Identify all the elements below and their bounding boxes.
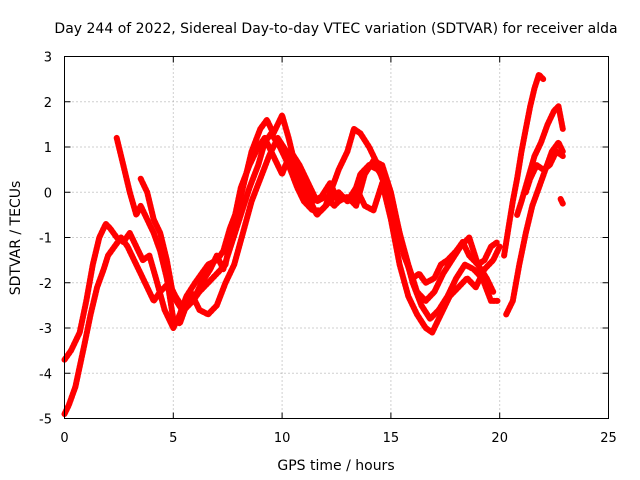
y-tick-label: -2 (39, 277, 52, 292)
x-tick-label: 0 (60, 431, 68, 446)
y-tick-label: -4 (39, 367, 52, 382)
series-layer (61, 71, 566, 417)
x-tick-labels: 0 5 10 15 20 25 (60, 431, 616, 446)
series-track-9 (557, 196, 566, 207)
x-tick-label: 5 (169, 431, 177, 446)
y-tick-labels: -5 -4 -3 -2 -1 0 1 2 3 (39, 51, 52, 428)
x-tick-label: 10 (274, 431, 291, 446)
y-tick-label: -3 (39, 322, 52, 337)
y-tick-label: -1 (39, 232, 52, 247)
x-tick-label: 20 (491, 431, 508, 446)
chart-title: Day 244 of 2022, Sidereal Day-to-day VTE… (54, 21, 617, 37)
x-tick-label: 25 (600, 431, 617, 446)
y-tick-label: -5 (39, 413, 52, 428)
y-tick-label: 0 (44, 186, 52, 201)
x-axis-label: GPS time / hours (277, 458, 394, 474)
series-track-2 (61, 134, 501, 417)
y-tick-label: 2 (44, 96, 52, 111)
grid (64, 56, 609, 419)
x-tick-label: 15 (383, 431, 400, 446)
series-track-4 (137, 134, 497, 318)
ticks (64, 56, 609, 419)
series-track-5 (501, 71, 547, 259)
y-axis-label: SDTVAR / TECUs (8, 181, 24, 296)
y-tick-label: 1 (44, 141, 52, 156)
series-track-1 (61, 112, 501, 363)
series-track-6 (503, 139, 566, 318)
series-track-8 (522, 148, 566, 196)
y-tick-label: 3 (44, 51, 52, 66)
